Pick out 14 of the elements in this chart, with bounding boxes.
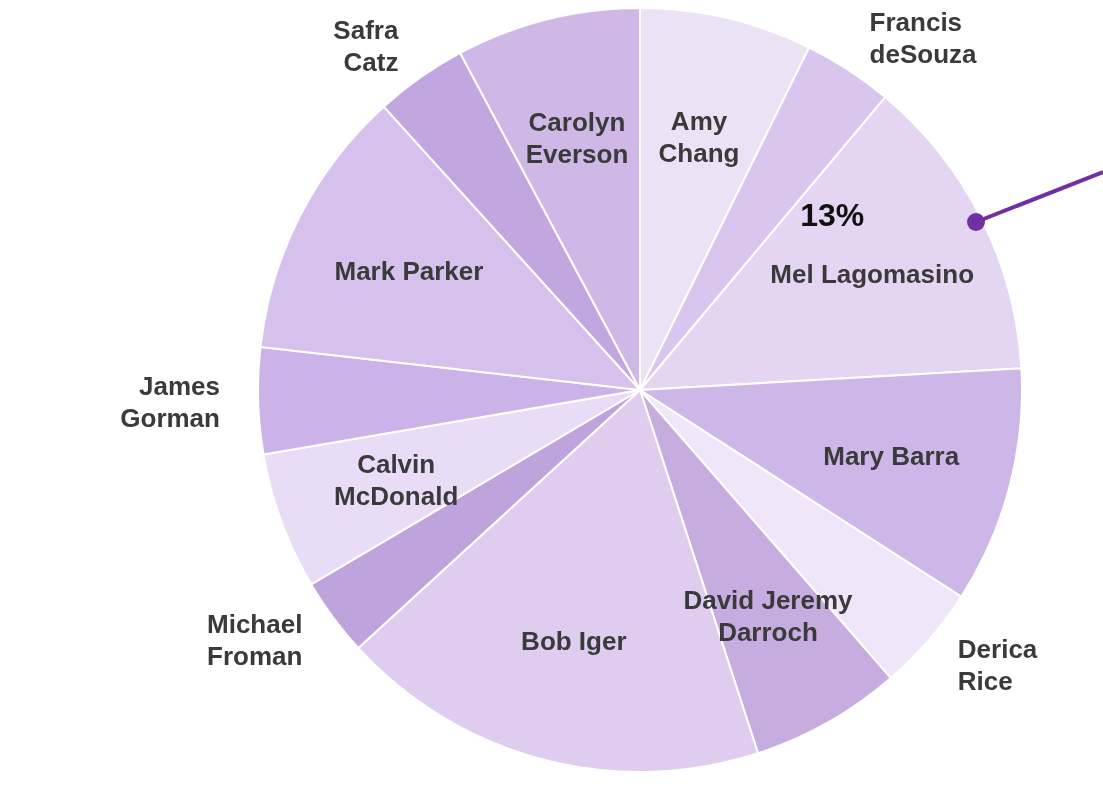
slice-label: James Gorman (120, 370, 220, 433)
slice-label: Mark Parker (334, 256, 484, 287)
slice-label: Bob Iger (521, 626, 627, 657)
slice-label: Mel Lagomasino (770, 258, 975, 289)
data-label: 13% (800, 196, 865, 233)
slice-label: Mary Barra (823, 441, 960, 472)
slice-label: Safra Catz (333, 15, 399, 78)
slice-label: Francis deSouza (869, 7, 978, 70)
slice-label: Derica Rice (957, 633, 1038, 696)
slice-label: Amy Chang (658, 106, 740, 169)
slice-label: Calvin McDonald (334, 448, 459, 511)
slice-label: David Jeremy Darroch (683, 585, 854, 648)
slice-label: Carolyn Everson (525, 107, 629, 169)
slice-label: Michael Froman (207, 609, 303, 672)
